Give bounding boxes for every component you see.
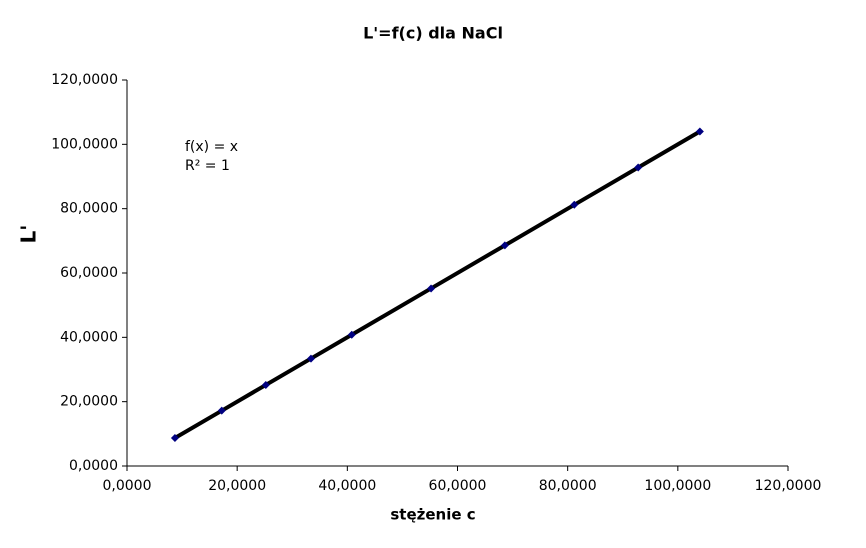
data-point	[695, 127, 704, 136]
x-tick-label: 20,0000	[208, 478, 266, 494]
data-point	[170, 434, 179, 443]
y-tick-label: 80,0000	[60, 201, 118, 217]
chart-title: L'=f(c) dla NaCl	[363, 24, 503, 43]
y-tick-label: 0,0000	[69, 458, 118, 474]
y-tick-label: 40,0000	[60, 329, 118, 345]
y-axis-label: L'	[17, 225, 41, 244]
trendline-equation: f(x) = x	[185, 139, 238, 155]
data-point	[427, 284, 436, 293]
x-tick-label: 100,0000	[644, 478, 711, 494]
x-tick-label: 120,0000	[755, 478, 822, 494]
data-point	[634, 163, 643, 172]
data-point	[306, 354, 315, 363]
y-tick-label: 20,0000	[60, 394, 118, 410]
y-tick-label: 120,0000	[51, 72, 118, 88]
data-point	[347, 330, 356, 339]
y-tick-label: 100,0000	[51, 136, 118, 152]
data-point	[261, 380, 270, 389]
x-tick-label: 40,0000	[318, 478, 376, 494]
data-point	[217, 406, 226, 415]
y-tick-label: 60,0000	[60, 265, 118, 281]
x-axis-label: stężenie c	[390, 506, 475, 524]
trendline-r2: R² = 1	[185, 158, 230, 174]
trendline	[173, 129, 701, 440]
data-point	[570, 200, 579, 209]
data-point	[500, 241, 509, 250]
x-tick-label: 60,0000	[429, 478, 487, 494]
x-tick-label: 80,0000	[539, 478, 597, 494]
x-tick-label: 0,0000	[103, 478, 152, 494]
